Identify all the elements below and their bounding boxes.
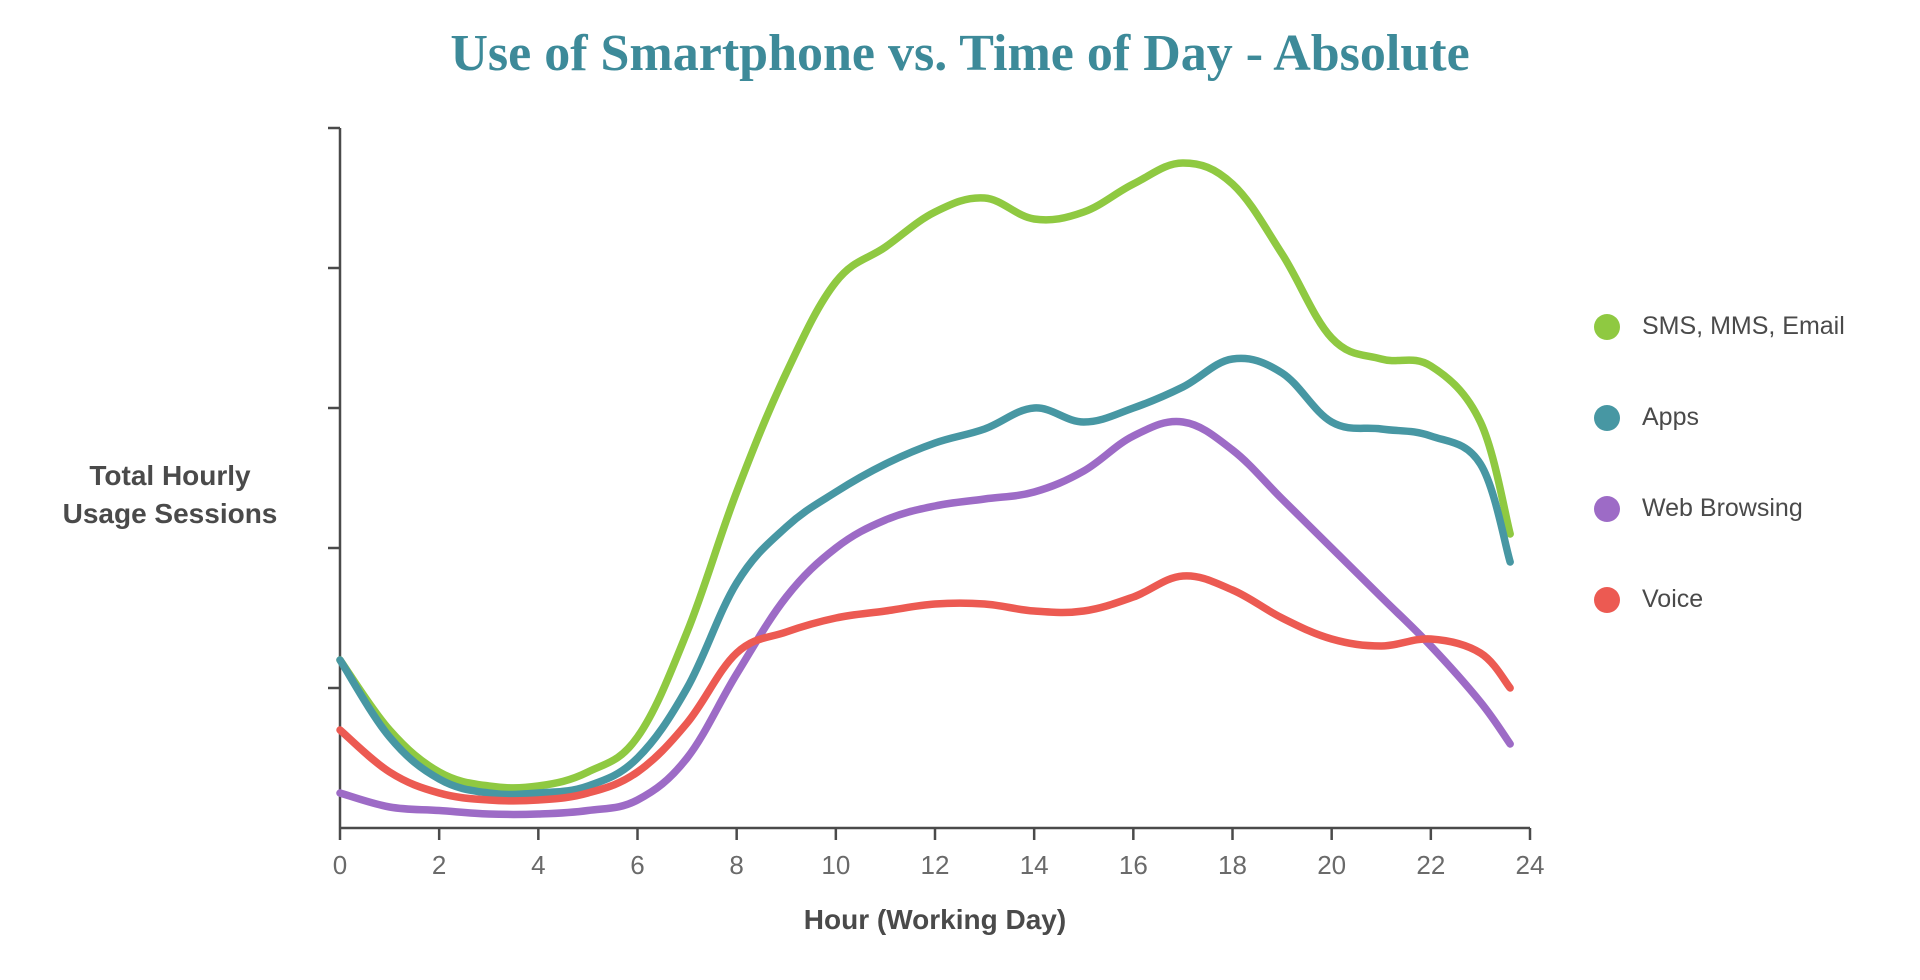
x-tick-label: 14 (1020, 850, 1049, 881)
legend-item: SMS, MMS, Email (1594, 312, 1845, 341)
x-tick-label: 4 (531, 850, 545, 881)
x-tick-label: 22 (1416, 850, 1445, 881)
chart-plot (320, 108, 1550, 848)
x-tick-label: 10 (821, 850, 850, 881)
y-axis-label-line2: Usage Sessions (63, 498, 278, 529)
chart-title: Use of Smartphone vs. Time of Day - Abso… (0, 24, 1920, 83)
legend-dot-icon (1594, 496, 1620, 522)
x-tick-label: 18 (1218, 850, 1247, 881)
legend-label: SMS, MMS, Email (1642, 312, 1845, 341)
legend-item: Voice (1594, 585, 1845, 614)
chart-legend: SMS, MMS, Email Apps Web Browsing Voice (1594, 312, 1845, 676)
x-tick-label: 16 (1119, 850, 1148, 881)
x-tick-label: 12 (921, 850, 950, 881)
legend-dot-icon (1594, 587, 1620, 613)
series-apps (340, 358, 1510, 794)
x-axis-label: Hour (Working Day) (340, 904, 1530, 936)
legend-item: Web Browsing (1594, 494, 1845, 523)
x-tick-label: 8 (729, 850, 743, 881)
series-voice (340, 576, 1510, 801)
x-tick-label: 6 (630, 850, 644, 881)
legend-dot-icon (1594, 405, 1620, 431)
y-axis-label-line1: Total Hourly (89, 460, 250, 491)
series-sms-mms-email (340, 163, 1510, 788)
legend-item: Apps (1594, 403, 1845, 432)
x-tick-label: 24 (1516, 850, 1545, 881)
legend-label: Voice (1642, 585, 1703, 614)
legend-label: Apps (1642, 403, 1699, 432)
x-tick-label: 0 (333, 850, 347, 881)
legend-label: Web Browsing (1642, 494, 1803, 523)
x-tick-label: 20 (1317, 850, 1346, 881)
y-axis-label: Total Hourly Usage Sessions (30, 457, 310, 533)
legend-dot-icon (1594, 314, 1620, 340)
series-web-browsing (340, 422, 1510, 815)
x-tick-label: 2 (432, 850, 446, 881)
